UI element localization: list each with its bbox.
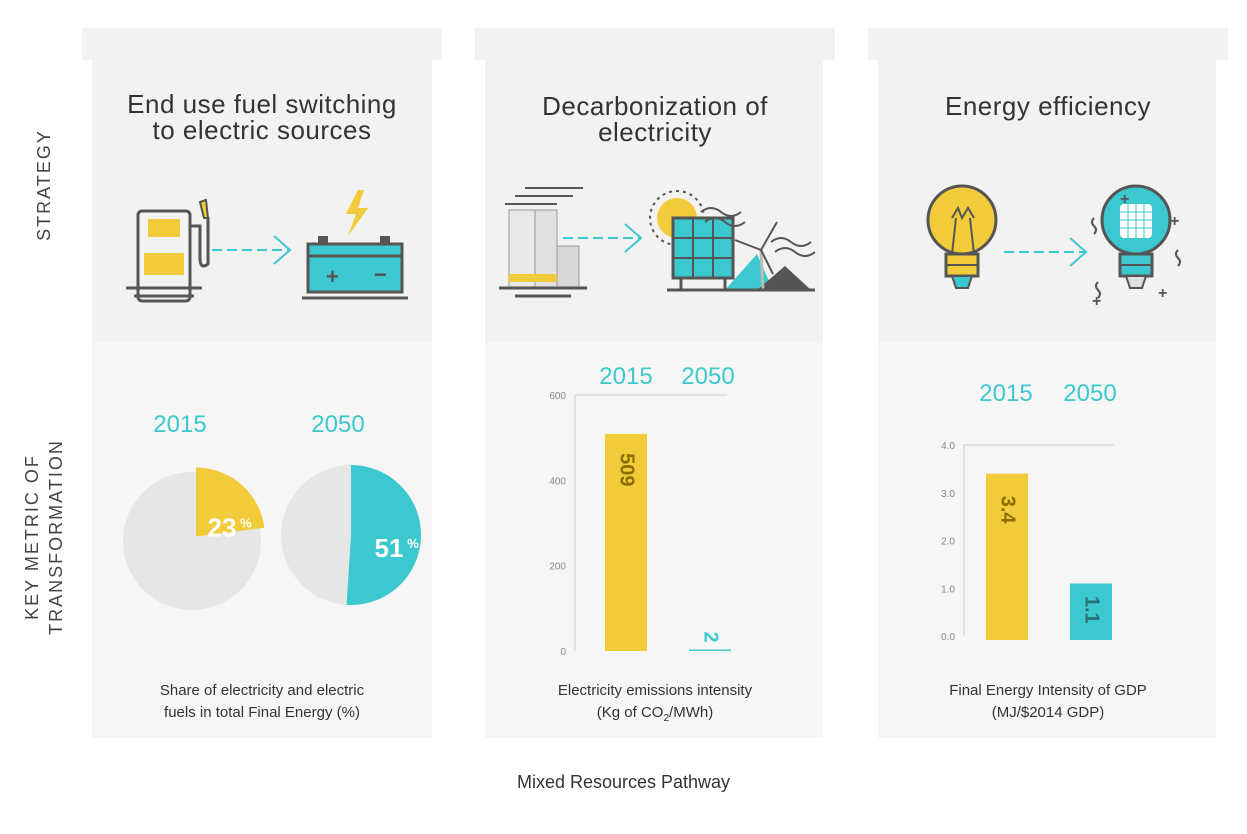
svg-text:+: + xyxy=(1120,191,1129,208)
y-tick-label: 4.0 xyxy=(941,441,955,452)
bar-label-2015: 3.4 xyxy=(997,496,1019,525)
incandescent-bulb-icon xyxy=(926,184,998,289)
pie-slice-2050 xyxy=(346,465,421,605)
metric-cell xyxy=(485,342,823,738)
led-bulb-icon: + + + + xyxy=(1091,184,1181,308)
panel-decarbonization: Decarbonization of electricity xyxy=(475,28,835,740)
pie-chart: 23 %51% xyxy=(123,465,421,610)
caption-line2-sub: 2 xyxy=(663,713,670,724)
y-tick-label: 600 xyxy=(549,391,566,402)
caption-line2: (MJ/$2014 GDP) xyxy=(991,704,1105,721)
caption-line2-post: /MWh) xyxy=(669,704,714,721)
pie-slice-2015 xyxy=(195,467,265,537)
year-label-2015: 2015 xyxy=(599,363,653,390)
battery-icon: + − xyxy=(302,236,408,300)
row-label-key-metric-line2: TRANSFORMATION xyxy=(46,439,66,635)
bar-2050 xyxy=(689,649,731,651)
lightning-icon xyxy=(346,190,368,236)
panel-energy-efficiency: Energy efficiency + + xyxy=(868,28,1228,740)
panel-caption: Final Energy Intensity of GDP (MJ/$2014 … xyxy=(868,680,1228,724)
y-tick-label: 0 xyxy=(560,647,566,658)
bar-label-2050: 1.1 xyxy=(1081,596,1103,624)
y-tick-label: 0.0 xyxy=(941,632,955,643)
power-plant-icon xyxy=(499,187,587,298)
svg-text:+: + xyxy=(1170,213,1179,230)
y-tick-label: 200 xyxy=(549,562,566,573)
panel-title-line1: Decarbonization of xyxy=(542,91,768,121)
caption-line1: Final Energy Intensity of GDP xyxy=(949,682,1147,699)
metric-cell xyxy=(878,342,1216,738)
energy-intensity-bar-chart: 0.0 1.0 2.0 3.0 4.0 3.4 1.1 xyxy=(941,441,1114,643)
strategy-icons: + − xyxy=(126,190,408,303)
arrow-right-icon xyxy=(563,223,643,253)
year-label-2050: 2050 xyxy=(1063,380,1117,407)
y-tick-label: 1.0 xyxy=(941,584,955,595)
panel-caption: Share of electricity and electric fuels … xyxy=(82,680,442,724)
wind-turbine-icon xyxy=(700,207,816,292)
pie-unit-2015: % xyxy=(240,515,252,530)
panel-tab xyxy=(475,28,835,60)
y-tick-label: 400 xyxy=(549,476,566,487)
caption-line2: fuels in total Final Energy (%) xyxy=(164,704,360,721)
solar-panel-icon xyxy=(667,216,735,292)
pie-unit-2050: % xyxy=(407,536,419,551)
arrow-right-icon xyxy=(1004,237,1088,267)
panel-title-line2: to electric sources xyxy=(152,115,372,145)
panel-title: Decarbonization of electricity xyxy=(475,93,835,145)
svg-text:+: + xyxy=(1092,293,1101,308)
year-label-2050: 2050 xyxy=(681,363,735,390)
y-tick-label: 2.0 xyxy=(941,537,955,548)
panel-tab xyxy=(82,28,442,60)
panel-title-line1: Energy efficiency xyxy=(944,91,1151,121)
emissions-bar-chart: 0 200 400 600 509 2 xyxy=(549,391,731,658)
panel-tab xyxy=(868,28,1228,60)
bar-label-2050: 2 xyxy=(700,631,722,642)
strategy-icons xyxy=(499,187,816,298)
panel-title-line1: End use fuel switching xyxy=(127,89,397,119)
pie-label-2015: 23 xyxy=(208,512,237,542)
bar-2015 xyxy=(986,473,1028,640)
panel-title: End use fuel switching to electric sourc… xyxy=(82,91,442,143)
panel-title-line2: electricity xyxy=(598,117,712,147)
bar-2050 xyxy=(1070,583,1112,640)
year-label-2015: 2015 xyxy=(979,380,1033,407)
strategy-icons: + + + + xyxy=(926,184,1181,308)
caption-line2-pre: (Kg of CO xyxy=(596,704,664,721)
year-label-2015: 2015 xyxy=(153,411,207,438)
arrow-right-icon xyxy=(212,235,292,265)
y-tick-label: 3.0 xyxy=(941,489,955,500)
panel-caption: Electricity emissions intensity (Kg of C… xyxy=(475,680,835,730)
pie-label-2050: 51 xyxy=(375,533,404,563)
year-label-2050: 2050 xyxy=(311,411,365,438)
row-label-strategy: STRATEGY xyxy=(34,129,54,241)
footer-label: Mixed Resources Pathway xyxy=(516,772,731,792)
svg-text:−: − xyxy=(374,262,387,287)
caption-line1: Electricity emissions intensity xyxy=(557,682,753,699)
panel-fuel-switching: End use fuel switching to electric sourc… xyxy=(82,28,442,740)
panel-title: Energy efficiency xyxy=(868,93,1228,119)
svg-text:+: + xyxy=(326,264,339,289)
caption-line2: (Kg of CO2/MWh) xyxy=(475,702,835,730)
row-label-key-metric-line1: KEY METRIC OF xyxy=(22,454,42,620)
caption-line1: Share of electricity and electric xyxy=(159,682,365,699)
fuel-pump-icon xyxy=(126,198,210,303)
svg-text:+: + xyxy=(1158,285,1167,302)
row-label-key-metric: KEY METRIC OF TRANSFORMATION xyxy=(20,439,68,635)
bar-2015 xyxy=(605,433,647,651)
bar-label-2015: 509 xyxy=(616,453,638,486)
